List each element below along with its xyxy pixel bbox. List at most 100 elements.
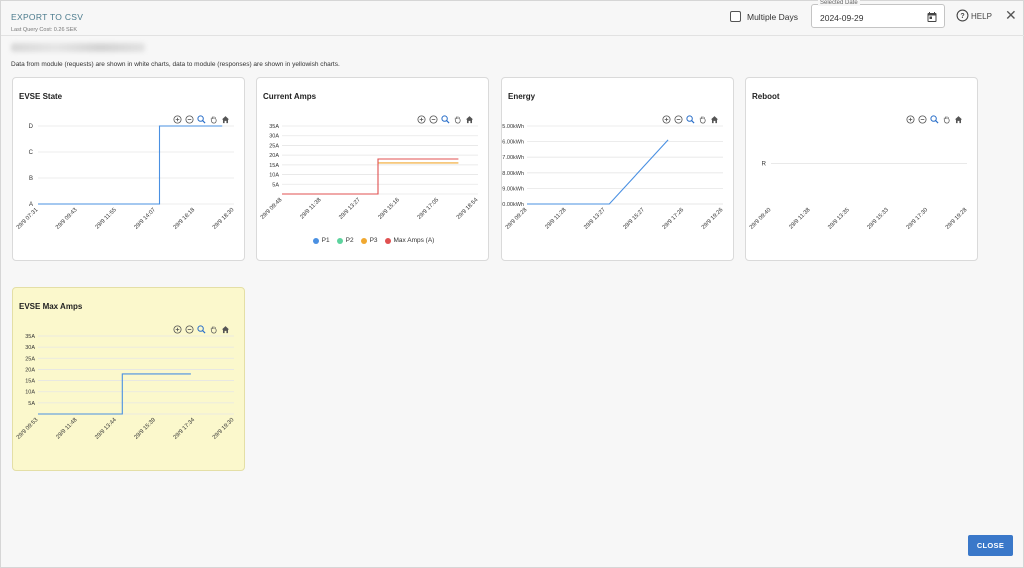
y-tick-label: 35A [269,124,279,130]
series-line-max-amps-a- [282,158,459,195]
y-tick-label: 9.00kWh [502,186,524,192]
x-tick-label: 29/9 13:27 [583,207,607,231]
legend-dot [360,237,367,244]
legend-item[interactable]: P3 [360,237,378,244]
zoom-out-icon[interactable] [429,111,438,124]
magnifier-icon[interactable] [441,111,450,124]
x-tick-label: 29/9 17:26 [662,207,686,231]
home-icon[interactable] [465,111,474,124]
zoom-in-icon[interactable] [417,111,426,124]
legend-dot [312,237,319,244]
chart-title: Reboot [752,92,780,101]
y-tick-label: 27.00kWh [502,155,524,161]
chart-title: Current Amps [263,92,317,101]
magnifier-icon[interactable] [686,111,695,124]
x-tick-label: 29/9 13:44 [94,417,118,441]
series-line [38,373,191,415]
x-tick-label: 29/9 15:39 [133,417,157,441]
y-tick-label: C [29,150,34,156]
y-tick-label: A [29,202,33,208]
magnifier-icon[interactable] [197,321,206,334]
x-tick-label: 29/9 18:54 [456,197,480,221]
x-tick-label: 29/9 13:35 [827,207,851,231]
export-csv-button[interactable]: EXPORT TO CSV [11,12,84,22]
x-tick-label: 29/9 14:07 [133,207,157,231]
chart-title: EVSE Max Amps [19,302,83,311]
y-tick-label: 30A [269,134,279,140]
chart-toolbar [173,111,230,124]
calendar-icon[interactable] [926,10,938,28]
multiple-days-toggle[interactable]: Multiple Days [730,11,798,22]
y-tick-label: 45.00kWh [502,124,524,130]
magnifier-icon[interactable] [197,111,206,124]
x-tick-label: 29/9 13:27 [338,197,362,221]
selected-date-label: Selected Date [818,0,860,6]
y-tick-label: 25A [25,356,35,362]
selected-date-value[interactable]: 2024-09-29 [820,13,864,23]
legend-label: P3 [369,237,378,244]
home-icon[interactable] [710,111,719,124]
chart-toolbar [417,111,474,124]
series-line [527,139,669,205]
legend-item[interactable]: P2 [336,237,354,244]
y-tick-label: 0.00kWh [502,202,524,208]
chart-card-current-amps: Current Amps 5A 10A 15A 20A 25A 30A 35A 29/9 09… [256,77,489,261]
x-tick-label: 29/9 09:28 [505,207,529,231]
header-divider [1,35,1024,36]
pan-hand-icon[interactable] [453,111,462,124]
y-tick-label: 20A [269,153,279,159]
chart-svg-evse-state: A B C D 29/9 07:31 29/9 09:43 29/9 11:55 29/9 1… [16,124,236,231]
legend-item[interactable]: P1 [312,237,330,244]
y-tick-label: 25A [269,143,279,149]
legend-item[interactable]: Max Amps (A) [384,237,434,244]
x-tick-label: 29/9 07:31 [16,207,40,231]
legend-label: P2 [345,237,354,244]
chart-card-evse-state: EVSE State A B C D 29/9 07:31 29/9 09:43 29/9 … [12,77,245,261]
y-tick-label: 18.00kWh [502,171,524,177]
home-icon[interactable] [221,321,230,334]
y-tick-label: 36.00kWh [502,140,524,146]
zoom-out-icon[interactable] [674,111,683,124]
chart-toolbar [906,111,963,124]
chart-svg-current-amps: 5A 10A 15A 20A 25A 30A 35A 29/9 09:48 29/9 11:38… [260,124,480,221]
x-tick-label: 29/9 15:16 [377,197,401,221]
zoom-in-icon[interactable] [173,321,182,334]
x-tick-label: 29/9 09:43 [55,207,79,231]
help-button[interactable]: ? HELP [956,9,992,24]
home-icon[interactable] [221,111,230,124]
y-tick-label: 35A [25,334,35,340]
y-tick-label: 30A [25,345,35,351]
selected-date-field[interactable]: Selected Date 2024-09-29 [811,0,945,28]
magnifier-icon[interactable] [930,111,939,124]
pan-hand-icon[interactable] [209,321,218,334]
zoom-out-icon[interactable] [918,111,927,124]
zoom-out-icon[interactable] [185,111,194,124]
y-tick-label: B [29,176,33,182]
x-tick-label: 29/9 11:38 [788,207,811,230]
chart-toolbar [173,321,230,334]
chart-svg-energy: 0.00kWh 9.00kWh 18.00kWh 27.00kWh 36.00kWh 45… [502,124,724,231]
pan-hand-icon[interactable] [698,111,707,124]
legend-label: P1 [321,237,330,244]
x-tick-label: 29/9 19:30 [212,417,236,441]
y-tick-label: 5A [28,401,35,407]
zoom-in-icon[interactable] [173,111,182,124]
close-icon[interactable]: ✕ [1005,7,1017,23]
info-text: Data from module (requests) are shown in… [11,61,340,68]
multiple-days-checkbox[interactable] [730,11,741,22]
zoom-in-icon[interactable] [906,111,915,124]
x-tick-label: 29/9 17:05 [417,197,441,221]
x-tick-label: 29/9 17:30 [906,207,930,231]
chart-card-evse-max-amps: EVSE Max Amps 5A 10A 15A 20A 25A 30A 35A 29/9 0… [12,287,245,471]
zoom-in-icon[interactable] [662,111,671,124]
x-tick-label: 29/9 15:33 [866,207,890,231]
x-tick-label: 29/9 19:28 [945,207,969,231]
y-tick-label: 5A [272,182,279,188]
pan-hand-icon[interactable] [942,111,951,124]
close-button[interactable]: CLOSE [968,535,1013,556]
redacted-identifier [11,43,145,52]
zoom-out-icon[interactable] [185,321,194,334]
home-icon[interactable] [954,111,963,124]
pan-hand-icon[interactable] [209,111,218,124]
